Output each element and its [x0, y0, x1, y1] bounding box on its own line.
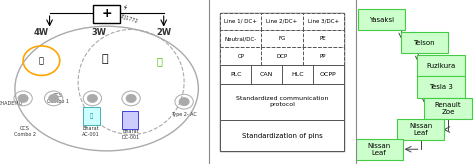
FancyBboxPatch shape	[358, 9, 405, 30]
Text: Nissan
Leaf: Nissan Leaf	[409, 123, 432, 136]
Text: Nissan
Leaf: Nissan Leaf	[367, 143, 391, 156]
FancyBboxPatch shape	[93, 5, 120, 23]
Text: Tesla 3: Tesla 3	[429, 84, 453, 90]
Text: 🛺: 🛺	[101, 54, 108, 64]
Text: 3W: 3W	[91, 28, 106, 37]
Text: Telson: Telson	[413, 40, 435, 46]
Text: DCP: DCP	[276, 53, 288, 59]
FancyBboxPatch shape	[417, 55, 465, 76]
Text: CHADEMO: CHADEMO	[0, 101, 24, 106]
Text: Bharat
AC-001: Bharat AC-001	[82, 126, 99, 137]
Text: Standardized communication
protocol: Standardized communication protocol	[236, 96, 328, 107]
FancyBboxPatch shape	[424, 98, 472, 119]
FancyBboxPatch shape	[401, 32, 448, 53]
Text: Bharat
DC-001: Bharat DC-001	[122, 129, 140, 140]
Text: SAEJ1772: SAEJ1772	[115, 12, 139, 24]
Text: Renault
Zoe: Renault Zoe	[435, 102, 461, 115]
Text: Type 2- AC: Type 2- AC	[171, 112, 197, 117]
Text: OCPP: OCPP	[320, 72, 337, 77]
FancyBboxPatch shape	[220, 84, 344, 120]
FancyBboxPatch shape	[220, 47, 344, 65]
Circle shape	[18, 94, 28, 102]
Text: Line 3/DC+: Line 3/DC+	[308, 19, 339, 24]
FancyBboxPatch shape	[397, 119, 444, 140]
Text: CP: CP	[237, 53, 245, 59]
Text: 🚗: 🚗	[39, 56, 44, 65]
FancyBboxPatch shape	[122, 111, 138, 129]
Text: 4W: 4W	[34, 28, 49, 37]
Text: CCS
Combo 2: CCS Combo 2	[14, 126, 36, 137]
Text: +: +	[101, 7, 112, 20]
Text: Line 2/DC+: Line 2/DC+	[266, 19, 298, 24]
Text: CAN: CAN	[260, 72, 273, 77]
Text: Yasaksi: Yasaksi	[369, 17, 394, 23]
Text: 2W: 2W	[156, 28, 171, 37]
Text: PE: PE	[320, 36, 327, 41]
FancyBboxPatch shape	[356, 139, 403, 160]
Text: 🏍: 🏍	[157, 56, 163, 66]
Text: HLC: HLC	[291, 72, 304, 77]
Text: PP: PP	[320, 53, 327, 59]
FancyBboxPatch shape	[83, 107, 100, 125]
Text: Standardization of pins: Standardization of pins	[242, 133, 322, 139]
FancyBboxPatch shape	[220, 30, 344, 47]
Text: CCS
Combo 1: CCS Combo 1	[47, 93, 69, 104]
FancyBboxPatch shape	[220, 120, 344, 151]
Text: ⚡: ⚡	[123, 5, 128, 11]
FancyBboxPatch shape	[220, 13, 344, 30]
Text: Fuzikura: Fuzikura	[426, 63, 456, 69]
Circle shape	[126, 94, 136, 102]
FancyBboxPatch shape	[417, 76, 465, 98]
Text: Neutral/DC-: Neutral/DC-	[225, 36, 257, 41]
Text: ⬛: ⬛	[90, 114, 93, 119]
FancyBboxPatch shape	[220, 65, 344, 84]
Circle shape	[48, 94, 59, 102]
Circle shape	[87, 94, 98, 102]
Text: PLC: PLC	[230, 72, 241, 77]
Circle shape	[179, 98, 189, 106]
FancyBboxPatch shape	[220, 13, 344, 151]
Text: FG: FG	[278, 36, 286, 41]
Text: Line 1/ DC+: Line 1/ DC+	[224, 19, 257, 24]
